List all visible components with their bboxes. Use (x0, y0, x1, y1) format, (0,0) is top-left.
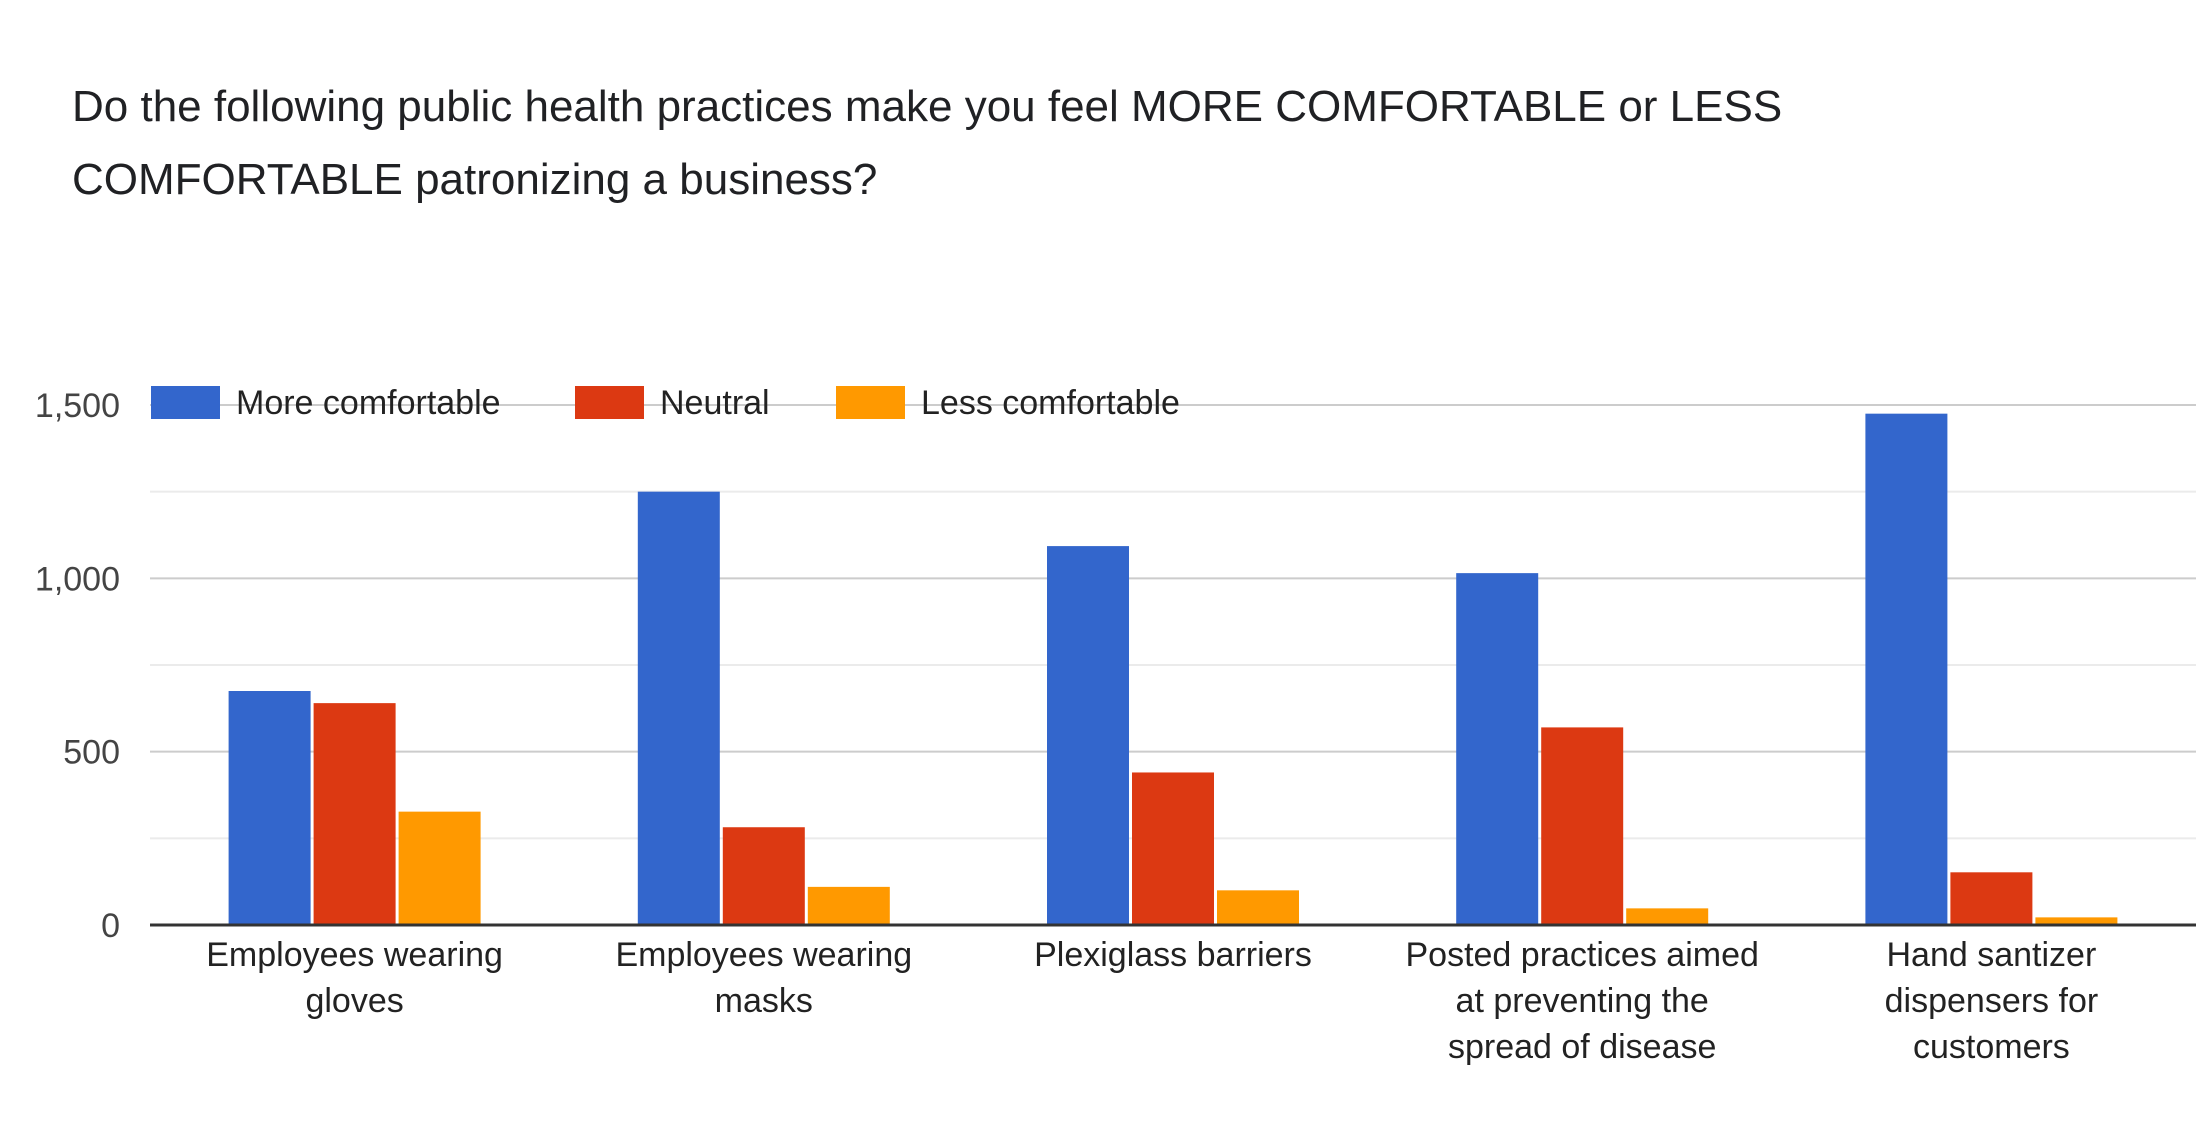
bar-neutral (1541, 727, 1624, 925)
legend-swatch (836, 386, 905, 419)
y-tick-label: 0 (101, 907, 120, 945)
y-tick-label: 500 (63, 734, 120, 772)
y-axis-ticks: 0 500 1,000 1,500 (35, 387, 120, 945)
bar-less-comfortable (2035, 917, 2118, 925)
legend-swatch (575, 386, 644, 419)
chart-title: Do the following public health practices… (72, 82, 1783, 204)
legend-label: Less comfortable (921, 384, 1180, 422)
category-label: Employees wearing gloves (206, 936, 503, 1020)
bar-more-comfortable (228, 691, 311, 925)
legend-swatch (151, 386, 220, 419)
category-label: Hand santizer dispensers for customers (1885, 936, 2099, 1066)
bar-neutral (1950, 872, 2033, 925)
legend-label: More comfortable (236, 384, 501, 422)
bar-less-comfortable (398, 811, 481, 925)
bar-more-comfortable (637, 491, 720, 925)
bar-more-comfortable (1456, 573, 1539, 925)
bar-neutral (1132, 772, 1214, 925)
bars (228, 413, 2118, 925)
category-label: Employees wearing masks (615, 936, 912, 1020)
legend: More comfortable Neutral Less comfortable (151, 384, 1180, 422)
bar-less-comfortable (807, 886, 890, 925)
bar-neutral (722, 827, 805, 925)
category-label: Posted practices aimed at preventing the s… (1405, 936, 1758, 1066)
bar-less-comfortable (1626, 908, 1709, 925)
y-tick-label: 1,000 (35, 560, 120, 598)
category-labels: Employees wearing gloves Employees wearing… (206, 936, 2098, 1066)
bar-less-comfortable (1217, 890, 1299, 925)
bar-more-comfortable (1865, 413, 1948, 925)
y-tick-label: 1,500 (35, 387, 120, 425)
bar-more-comfortable (1047, 546, 1129, 925)
bar-neutral (313, 703, 396, 925)
category-label: Plexiglass barriers (1034, 936, 1312, 974)
legend-label: Neutral (660, 384, 770, 422)
